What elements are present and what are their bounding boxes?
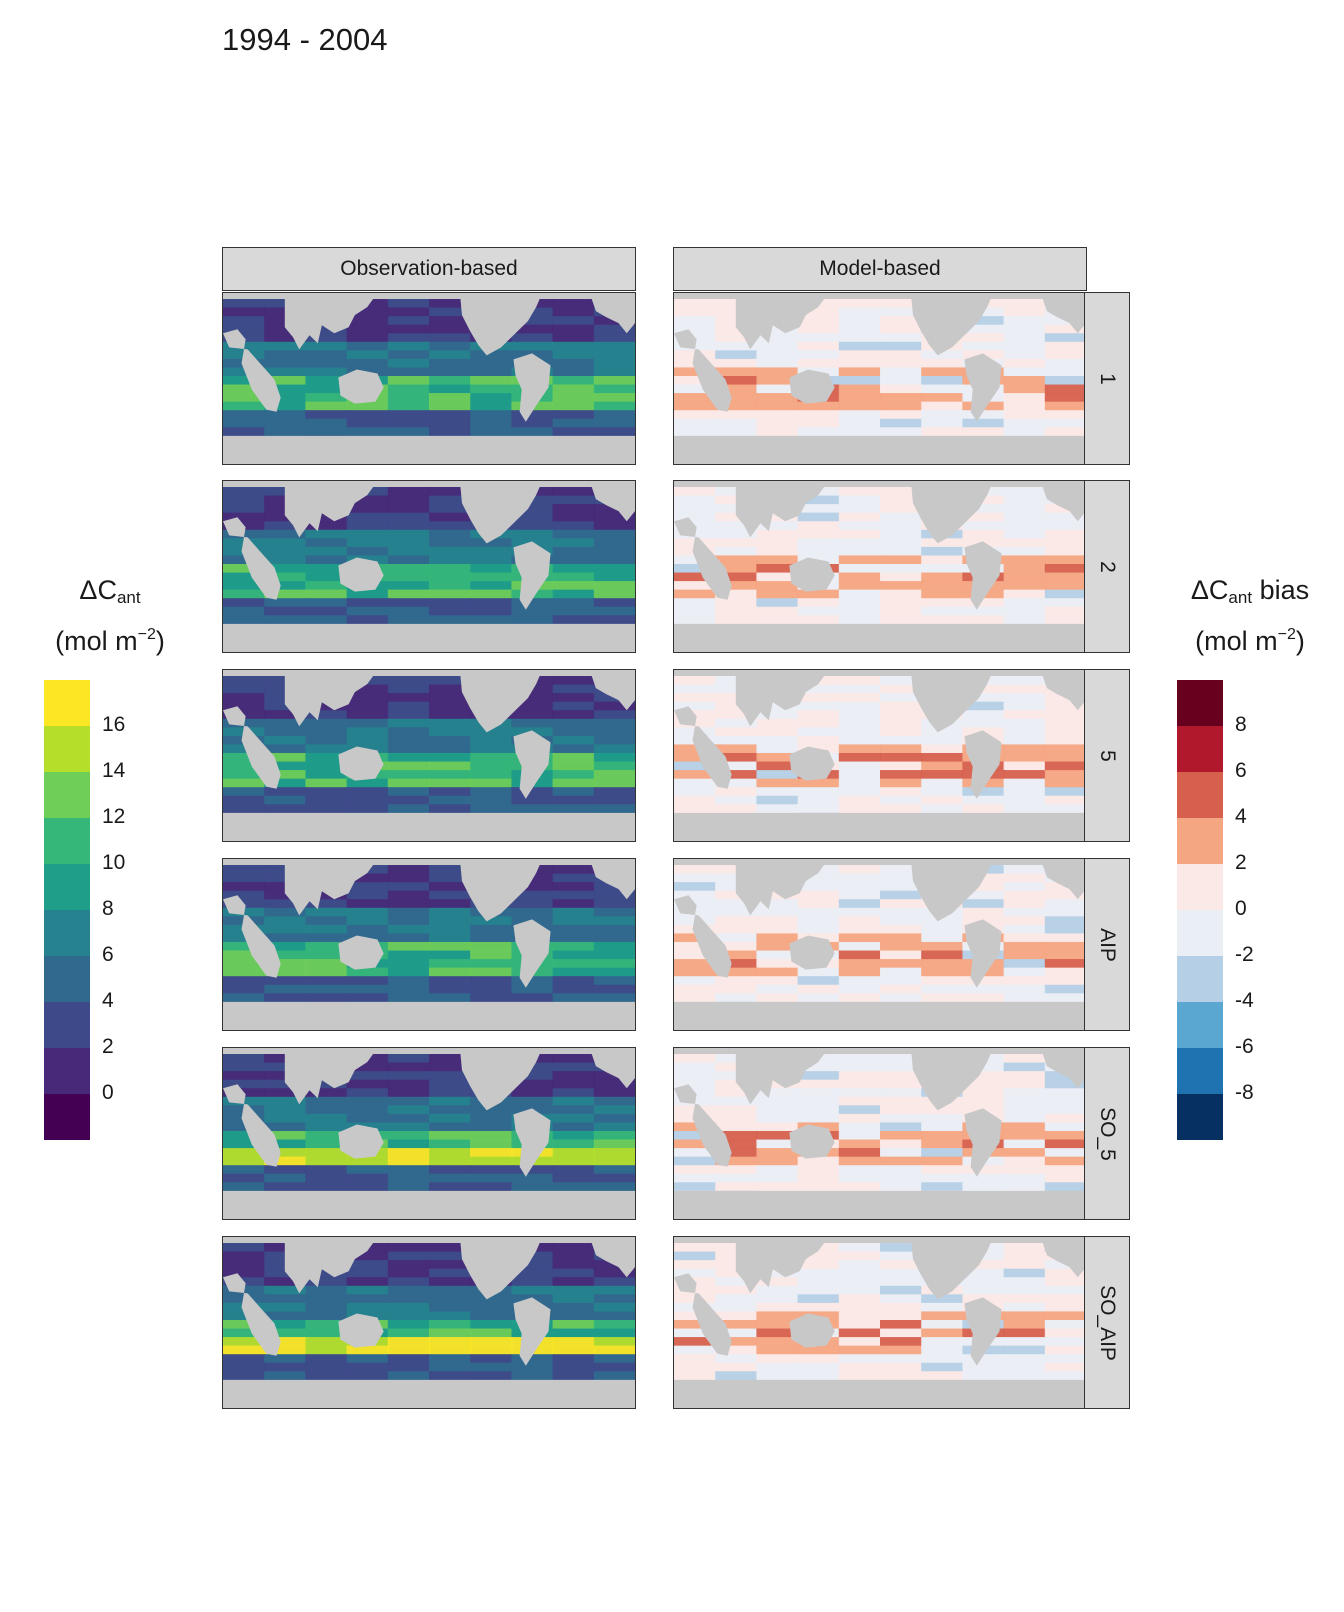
legend-right-symbol: ΔC [1190, 575, 1229, 605]
legend-swatch [44, 772, 90, 818]
legend-tick-label: 0 [102, 1081, 114, 1104]
column-strip-observation: Observation-based [222, 247, 636, 291]
legend-swatch [44, 818, 90, 864]
figure-title: 1994 - 2004 [222, 22, 388, 57]
legend-swatch [44, 1048, 90, 1094]
column-strip-model: Model-based [673, 247, 1087, 291]
legend-right-title: ΔCant bias (mol m−2) [1160, 565, 1340, 668]
row-strip-so_5: SO_5 [1084, 1047, 1130, 1220]
legend-swatch [1177, 1002, 1223, 1048]
model-map-panel-1 [673, 480, 1087, 653]
legend-right-subscript: ant [1228, 588, 1253, 607]
row-strip-aip: AIP [1084, 858, 1130, 1031]
legend-left-unit-exponent: −2 [137, 626, 156, 644]
row-strip-5: 5 [1084, 669, 1130, 842]
legend-right-unit-exponent: −2 [1277, 626, 1296, 644]
obs-map-panel-0 [222, 292, 636, 465]
legend-tick-label: 0 [1235, 897, 1247, 920]
model-map-panel-0 [673, 292, 1087, 465]
legend-swatch [44, 910, 90, 956]
legend-tick-label: 10 [102, 851, 126, 874]
obs-map-panel-3 [222, 858, 636, 1031]
legend-tick-label: -6 [1235, 1035, 1254, 1058]
legend-swatch [1177, 956, 1223, 1002]
legend-tick-label: 2 [102, 1035, 114, 1058]
legend-tick-label: -4 [1235, 989, 1254, 1012]
legend-left-unit: (mol m [55, 626, 138, 657]
legend-left-title: ΔCant (mol m−2) [20, 565, 200, 668]
legend-tick-label: 8 [1235, 713, 1247, 736]
legend-left-subscript: ant [116, 588, 141, 607]
legend-swatch [1177, 1048, 1223, 1094]
obs-map-panel-1 [222, 480, 636, 653]
obs-map-panel-5 [222, 1236, 636, 1409]
row-strip-so_aip: SO_AIP [1084, 1236, 1130, 1409]
legend-swatch [1177, 726, 1223, 772]
legend-tick-label: 6 [1235, 759, 1247, 782]
legend-swatch [1177, 772, 1223, 818]
model-map-panel-3 [673, 858, 1087, 1031]
legend-swatch [1177, 680, 1223, 726]
legend-tick-label: 12 [102, 805, 126, 828]
legend-left-unit-close: ) [155, 626, 165, 657]
legend-swatch [44, 680, 90, 726]
legend-right-unit: (mol m [1195, 626, 1278, 657]
legend-swatch [44, 1002, 90, 1048]
legend-tick-label: 4 [102, 989, 114, 1012]
legend-right-suffix: bias [1252, 575, 1310, 605]
obs-map-panel-4 [222, 1047, 636, 1220]
legend-swatch [1177, 864, 1223, 910]
legend-swatch [44, 864, 90, 910]
model-map-panel-5 [673, 1236, 1087, 1409]
legend-swatch [1177, 1094, 1223, 1140]
legend-swatch [44, 956, 90, 1002]
legend-swatch [44, 726, 90, 772]
model-map-panel-2 [673, 669, 1087, 842]
legend-tick-label: -2 [1235, 943, 1254, 966]
legend-swatch [44, 1094, 90, 1140]
legend-swatch [1177, 818, 1223, 864]
legend-tick-label: -8 [1235, 1081, 1254, 1104]
legend-tick-label: 4 [1235, 805, 1247, 828]
model-map-panel-4 [673, 1047, 1087, 1220]
legend-tick-label: 6 [102, 943, 114, 966]
row-strip-2: 2 [1084, 480, 1130, 653]
obs-map-panel-2 [222, 669, 636, 842]
legend-right-colorbar: 8 6 4 2 0 -2 -4 -6 -8 [1177, 680, 1254, 1140]
legend-left-symbol: ΔC [79, 575, 117, 605]
legend-tick-label: 2 [1235, 851, 1247, 874]
row-strip-1: 1 [1084, 292, 1130, 465]
legend-swatch [1177, 910, 1223, 956]
legend-tick-label: 8 [102, 897, 114, 920]
legend-tick-label: 16 [102, 713, 126, 736]
legend-left-colorbar: 16 14 12 10 8 6 4 2 0 [44, 680, 125, 1140]
legend-right-unit-close: ) [1295, 626, 1305, 657]
legend-tick-label: 14 [102, 759, 126, 782]
